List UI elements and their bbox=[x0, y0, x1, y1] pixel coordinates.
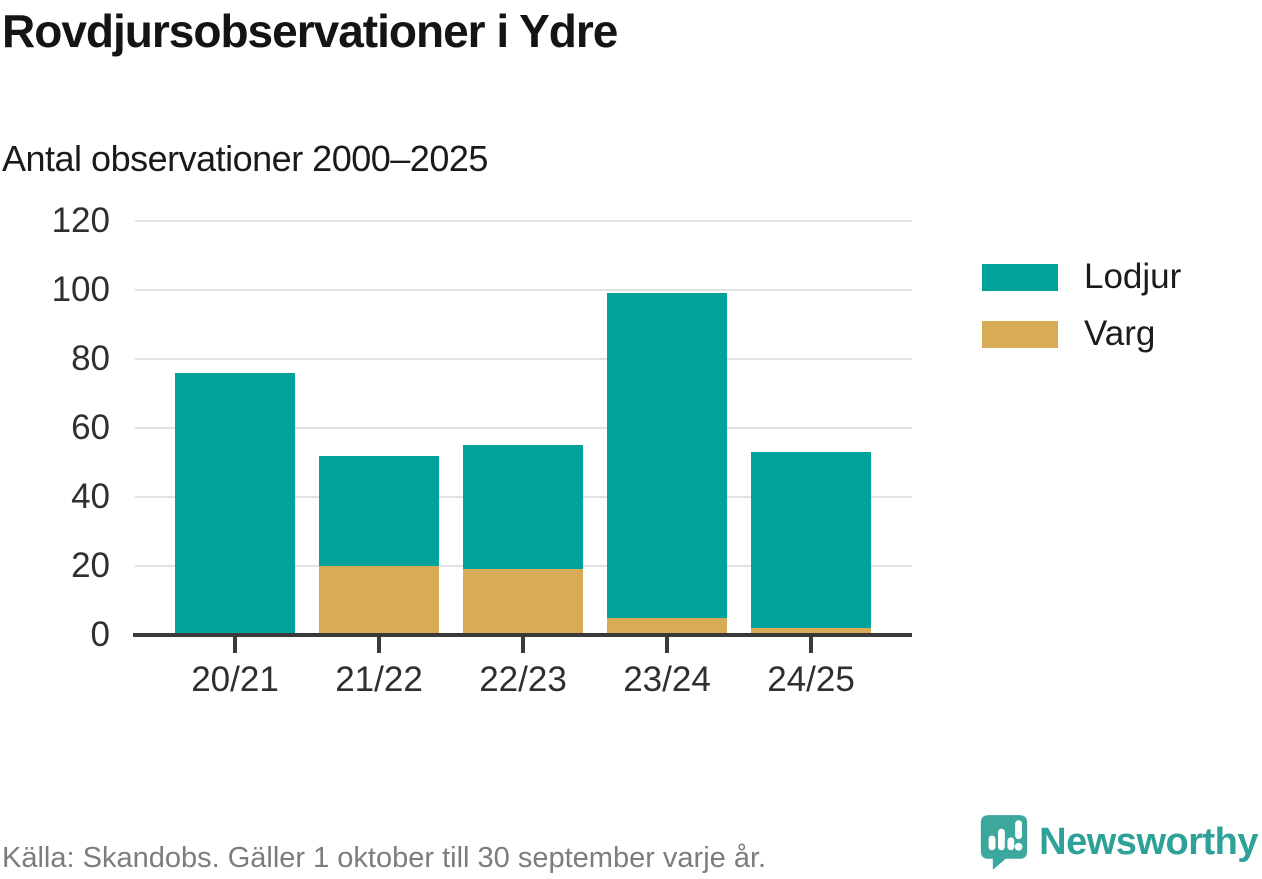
newsworthy-logo: Newsworthy bbox=[980, 814, 1258, 871]
newsworthy-logo-text: Newsworthy bbox=[1039, 821, 1258, 863]
x-axis-tick bbox=[809, 637, 813, 653]
y-axis-tick-label: 100 bbox=[51, 270, 110, 309]
x-axis-label-23-24: 23/24 bbox=[623, 660, 711, 699]
x-axis-label-21-22: 21/22 bbox=[335, 660, 423, 699]
source-note: Källa: Skandobs. Gäller 1 oktober till 3… bbox=[2, 842, 767, 874]
y-axis-tick-label: 20 bbox=[71, 546, 110, 585]
bar-24-25-lodjur bbox=[751, 452, 871, 629]
legend-label-lodjur: Lodjur bbox=[1084, 257, 1182, 296]
gridline-y-120 bbox=[135, 220, 912, 222]
gridline-y-80 bbox=[135, 358, 912, 360]
chart-title: Rovdjursobservationer i Ydre bbox=[2, 5, 618, 57]
newsworthy-logo-icon bbox=[981, 815, 1028, 870]
x-axis-tick bbox=[521, 637, 525, 653]
legend-swatch-varg bbox=[982, 320, 1058, 348]
bar-24-25-varg bbox=[751, 628, 871, 635]
y-axis-tick-label: 60 bbox=[71, 408, 110, 447]
y-axis-tick-label: 0 bbox=[90, 615, 110, 654]
x-axis-label-24-25: 24/25 bbox=[767, 660, 855, 699]
x-axis-tick bbox=[665, 637, 669, 653]
bar-21-22-varg bbox=[319, 566, 439, 635]
bar-22-23-lodjur bbox=[463, 445, 583, 570]
x-axis-label-22-23: 22/23 bbox=[479, 660, 567, 699]
chart-subtitle: Antal observationer 2000–2025 bbox=[2, 138, 488, 179]
bar-21-22-lodjur bbox=[319, 455, 439, 566]
x-axis-tick bbox=[377, 637, 381, 653]
bar-23-24-lodjur bbox=[607, 293, 727, 618]
chart-legend: Lodjur Varg bbox=[982, 257, 1182, 374]
bar-22-23-varg bbox=[463, 569, 583, 635]
y-axis-tick-label: 80 bbox=[71, 339, 110, 378]
gridline-y-60 bbox=[135, 427, 912, 429]
x-axis-label-20-21: 20/21 bbox=[191, 660, 279, 699]
y-axis-tick-label: 40 bbox=[71, 477, 110, 516]
bar-23-24-varg bbox=[607, 617, 727, 635]
y-axis-tick-label: 120 bbox=[51, 201, 110, 240]
x-axis-line bbox=[133, 633, 912, 637]
legend-item-lodjur: Lodjur bbox=[982, 257, 1182, 296]
gridline-y-100 bbox=[135, 289, 912, 291]
legend-item-varg: Varg bbox=[982, 314, 1181, 353]
bar-20-21-lodjur bbox=[175, 372, 295, 635]
legend-swatch-lodjur bbox=[982, 263, 1058, 291]
x-axis-tick bbox=[233, 637, 237, 653]
legend-label-varg: Varg bbox=[1084, 314, 1156, 353]
